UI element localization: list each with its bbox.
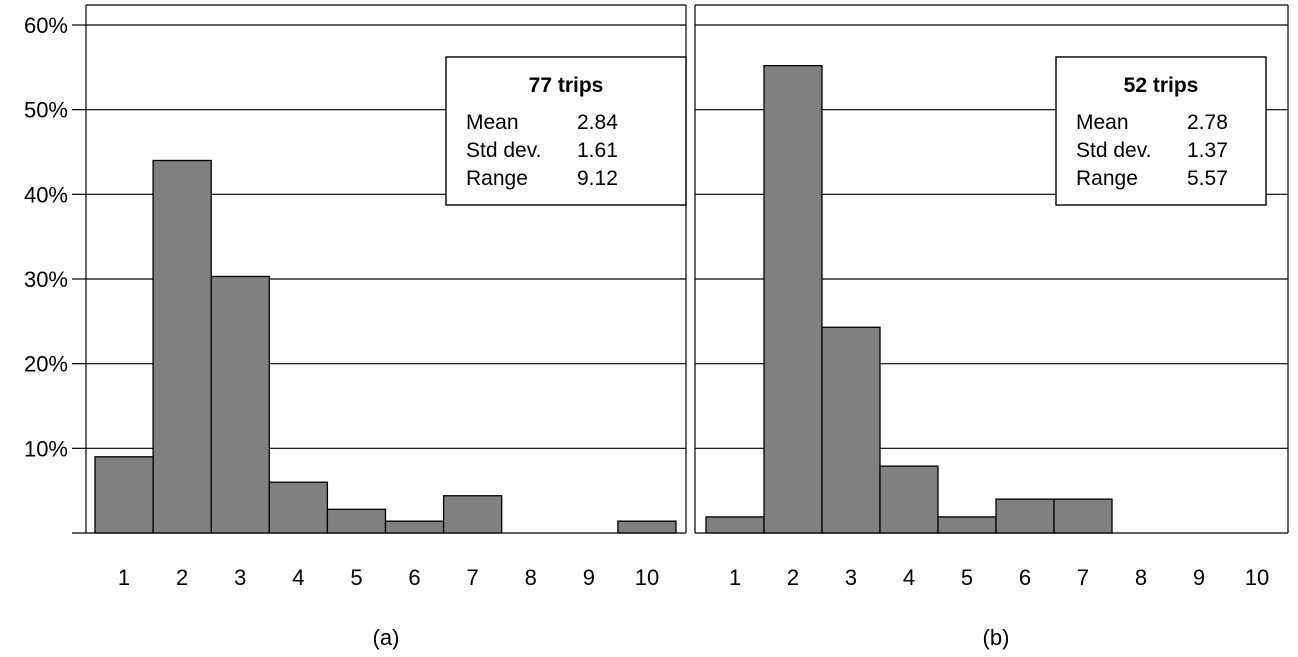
panel-2-xtick-label-8: 8 <box>1135 565 1147 590</box>
panel-1-caption: (a) <box>373 625 400 650</box>
panel-1-xtick-label-6: 6 <box>408 565 420 590</box>
panel-1-ytick-label-5: 50% <box>24 98 68 123</box>
panel-1-bar-7 <box>442 495 503 534</box>
panel-1-xtick-label-9: 9 <box>583 565 595 590</box>
panel-2-bar-2 <box>763 64 823 534</box>
panel-1-bar-1 <box>94 456 154 534</box>
panel-2-xtick-label-4: 4 <box>903 565 915 590</box>
panel-1-xtick-label-3: 3 <box>234 565 246 590</box>
panel-2-stats-label-3: Range <box>1076 167 1138 190</box>
panel-1-stats-label-2: Std dev. <box>466 139 542 162</box>
panel-1-ytick-label-6: 60% <box>24 13 68 38</box>
panel-2-bar-3 <box>821 326 881 534</box>
panel-1-stats-title: 77 trips <box>529 74 604 97</box>
panel-1-stats-value-3: 9.12 <box>577 167 618 190</box>
panel-1-ytick-label-4: 40% <box>24 182 68 207</box>
panel-1-xtick-label-1: 1 <box>118 565 130 590</box>
panel-2-xtick-label-7: 7 <box>1077 565 1089 590</box>
panel-1-ytick-label-3: 30% <box>24 267 68 292</box>
panel-2-stats-value-3: 5.57 <box>1187 167 1228 190</box>
panel-2-xtick-label-5: 5 <box>961 565 973 590</box>
panel-2-stats-title: 52 trips <box>1124 74 1199 97</box>
panel-2-stats-value-1: 2.78 <box>1187 111 1228 134</box>
panel-1-xtick-label-8: 8 <box>525 565 537 590</box>
panel-1-ytick-label-2: 20% <box>24 352 68 377</box>
panel-2-stats-label-2: Std dev. <box>1076 139 1152 162</box>
panel-1-bar-4 <box>268 481 329 534</box>
panel-1-stats-label-1: Mean <box>466 111 519 134</box>
panel-1-stats-box <box>445 56 687 206</box>
panel-2-bar-6 <box>995 498 1055 534</box>
panel-1-stats-value-1: 2.84 <box>577 111 618 134</box>
panel-2-xtick-label-6: 6 <box>1019 565 1031 590</box>
panel-2-xtick-label-1: 1 <box>729 565 741 590</box>
panel-2-xtick-label-2: 2 <box>787 565 799 590</box>
panel-2-bar-4 <box>879 465 939 534</box>
panel-2-stats-value-2: 1.37 <box>1187 139 1228 162</box>
panel-1-xtick-label-7: 7 <box>467 565 479 590</box>
panel-2-xtick-label-9: 9 <box>1193 565 1205 590</box>
panel-1-xtick-label-4: 4 <box>292 565 304 590</box>
panel-1-bar-2 <box>152 159 212 534</box>
panel-2-bar-1 <box>705 516 765 534</box>
panel-1-xtick-label-5: 5 <box>350 565 362 590</box>
panel-1-bar-3 <box>210 275 270 534</box>
panel-1-bar-10 <box>617 520 677 534</box>
panel-2-xtick-label-3: 3 <box>845 565 857 590</box>
panel-1-bar-6 <box>384 520 445 534</box>
panel-2-bar-5 <box>937 516 997 534</box>
panel-1-xtick-label-10: 10 <box>635 565 659 590</box>
panel-1-bar-5 <box>326 508 387 534</box>
panel-2-bar-7 <box>1053 498 1113 534</box>
panel-1-stats-label-3: Range <box>466 167 528 190</box>
panel-2-stats-label-1: Mean <box>1076 111 1129 134</box>
panel-1-stats-value-2: 1.61 <box>577 139 618 162</box>
panel-2-caption: (b) <box>983 625 1010 650</box>
panel-1-ytick-label-1: 10% <box>24 436 68 461</box>
panel-2-xtick-label-10: 10 <box>1245 565 1269 590</box>
panel-2-stats-box <box>1055 56 1267 206</box>
panel-1-xtick-label-2: 2 <box>176 565 188 590</box>
